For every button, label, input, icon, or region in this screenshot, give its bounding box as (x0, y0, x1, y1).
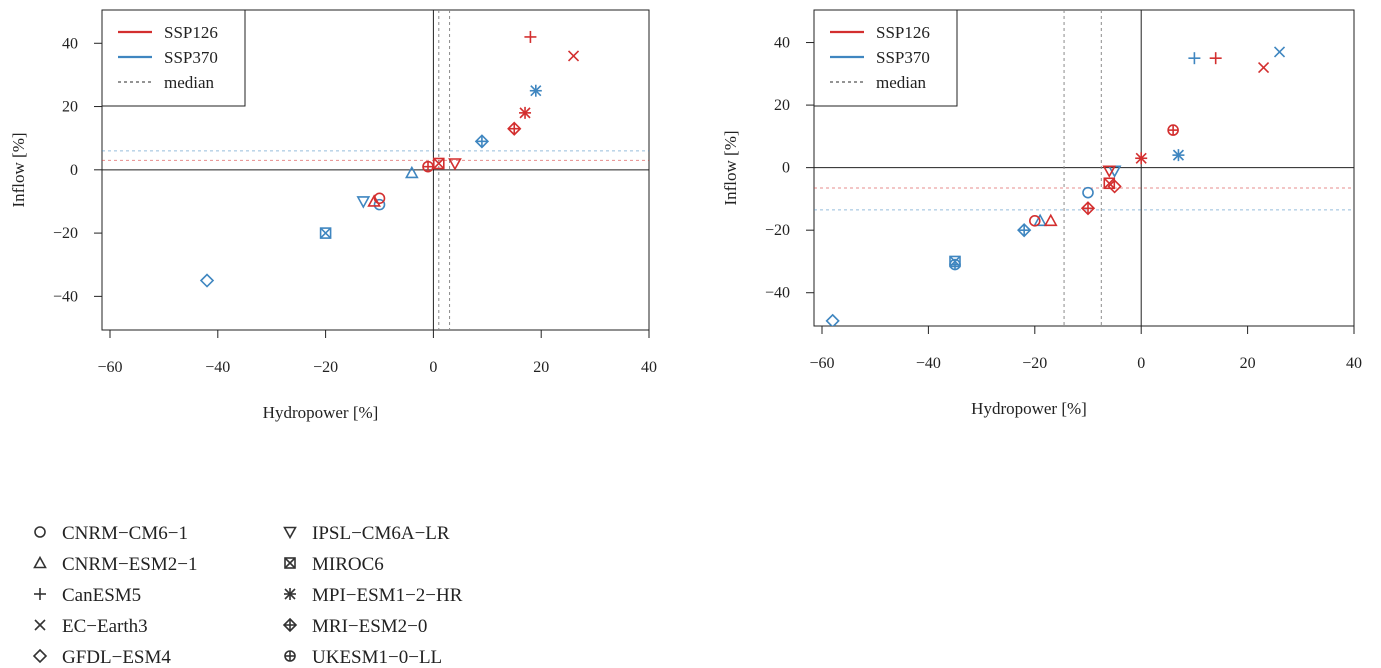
point-ssp126-ec-earth3 (1257, 61, 1270, 74)
legend: SSP126 SSP370 median (813, 9, 958, 107)
point-ssp126-ukesm1-0-ll (422, 160, 434, 173)
point-ssp370-cnrm-esm2-1 (404, 165, 419, 179)
key-marker-mpi-esm1-2-hr-icon (284, 588, 296, 600)
point-ssp126-ukesm1-0-ll (1167, 124, 1179, 136)
x-tick-label: 40 (641, 359, 657, 376)
point-ssp370-ec-earth3 (1273, 46, 1286, 58)
legend-label-ssp126: SSP126 (876, 23, 930, 42)
point-ssp370-cnrm-cm6-1 (1082, 186, 1094, 199)
key-label-ipsl-cm6a-lr: IPSL−CM6A−LR (312, 523, 450, 544)
x-tick-label: 20 (1240, 355, 1256, 372)
point-ssp370-ipsl-cm6a-lr (356, 196, 371, 209)
key-marker-ipsl-cm6a-lr-icon (283, 526, 297, 540)
key-marker-ec-earth3-icon (34, 619, 46, 631)
point-ssp370-canesm5 (1188, 52, 1201, 65)
key-marker-mri-esm2-0-icon (282, 617, 298, 633)
key-label-cnrm-esm2-1: CNRM−ESM2−1 (62, 554, 197, 575)
point-ssp370-miroc6 (319, 227, 332, 239)
point-ssp370-mpi-esm1-2-hr (1172, 149, 1185, 162)
plot-area (814, 10, 1354, 326)
x-tick-label: −40 (916, 355, 941, 372)
point-ssp126-cnrm-esm2-1 (1043, 213, 1058, 227)
key-label-canesm5: CanESM5 (62, 585, 141, 606)
point-ssp126-mpi-esm1-2-hr (519, 106, 532, 119)
key-marker-ukesm1-0-ll-icon (284, 650, 296, 662)
point-ssp126-mri-esm2-0 (1080, 201, 1096, 216)
point-ssp126-cnrm-cm6-1 (1029, 215, 1041, 227)
point-ssp370-cnrm-cm6-1 (373, 198, 386, 211)
point-ssp126-mpi-esm1-2-hr (1135, 152, 1148, 165)
x-tick-label: 0 (1137, 355, 1145, 372)
point-ssp370-gfdl-esm4 (199, 273, 215, 288)
x-tick-label: −40 (205, 359, 230, 376)
point-ssp370-gfdl-esm4 (825, 313, 840, 326)
key-label-gfdl-esm4: GFDL−ESM4 (62, 647, 171, 668)
legend-label-ssp370: SSP370 (164, 48, 218, 67)
point-ssp126-miroc6 (432, 157, 445, 170)
y-tick-label: 0 (782, 160, 790, 177)
key-label-ec-earth3: EC−Earth3 (62, 616, 148, 637)
point-ssp126-ipsl-cm6a-lr (448, 158, 462, 171)
point-ssp370-cnrm-esm2-1 (1033, 213, 1047, 227)
y-tick-label: 40 (62, 35, 78, 52)
point-ssp126-ipsl-cm6a-lr (1102, 165, 1117, 178)
y-tick-label: −20 (53, 225, 78, 242)
y-tick-label: 40 (774, 35, 790, 52)
y-tick-label: −20 (765, 222, 790, 239)
point-ssp370-mri-esm2-0 (1017, 223, 1032, 238)
x-tick-label: 40 (1346, 355, 1362, 372)
key-label-mpi-esm1-2-hr: MPI−ESM1−2−HR (312, 585, 463, 606)
x-tick-label: −20 (313, 359, 338, 376)
y-tick-label: 0 (70, 162, 78, 179)
key-marker-miroc6-icon (284, 557, 296, 569)
key-marker-cnrm-cm6-1-icon (34, 526, 46, 538)
y-axis-label: Inflow [%] (721, 130, 740, 205)
legend-label-ssp370: SSP370 (876, 48, 930, 67)
point-ssp370-ukesm1-0-ll (949, 258, 961, 271)
y-axis-label: Inflow [%] (9, 132, 28, 207)
key-marker-cnrm-esm2-1-icon (33, 555, 47, 569)
legend-label-median: median (164, 73, 215, 92)
point-ssp126-miroc6 (1103, 177, 1116, 190)
point-ssp126-ec-earth3 (567, 50, 580, 62)
x-axis-label: Hydropower [%] (263, 403, 379, 422)
point-ssp126-cnrm-esm2-1 (367, 194, 381, 207)
point-ssp126-mri-esm2-0 (507, 121, 522, 136)
y-tick-label: −40 (765, 285, 790, 302)
y-tick-label: −40 (53, 288, 78, 305)
x-tick-label: 0 (429, 359, 437, 376)
legend-label-ssp126: SSP126 (164, 23, 218, 42)
x-tick-label: −60 (809, 355, 834, 372)
point-ssp370-mpi-esm1-2-hr (529, 84, 542, 97)
x-tick-label: −60 (97, 359, 122, 376)
key-label-cnrm-cm6-1: CNRM−CM6−1 (62, 523, 188, 544)
x-tick-label: 20 (533, 359, 549, 376)
point-ssp126-canesm5 (524, 30, 537, 43)
marker-key: CNRM−CM6−1 CNRM−ESM2−1 CanESM5 EC−Earth3 GFD… (32, 523, 463, 668)
key-label-mri-esm2-0: MRI−ESM2−0 (312, 616, 427, 637)
point-ssp126-canesm5 (1209, 52, 1222, 65)
point-ssp370-mri-esm2-0 (474, 134, 490, 149)
x-axis-label: Hydropower [%] (971, 399, 1087, 418)
y-tick-label: 20 (62, 99, 78, 116)
legend: SSP126 SSP370 median (101, 9, 246, 107)
x-tick-label: −20 (1022, 355, 1047, 372)
y-tick-label: 20 (774, 97, 790, 114)
key-marker-gfdl-esm4-icon (32, 648, 48, 664)
legend-label-median: median (876, 73, 927, 92)
key-label-miroc6: MIROC6 (312, 554, 384, 575)
key-marker-canesm5-icon (34, 588, 46, 600)
plot-area (102, 10, 649, 330)
key-label-ukesm1-0-ll: UKESM1−0−LL (312, 647, 442, 668)
